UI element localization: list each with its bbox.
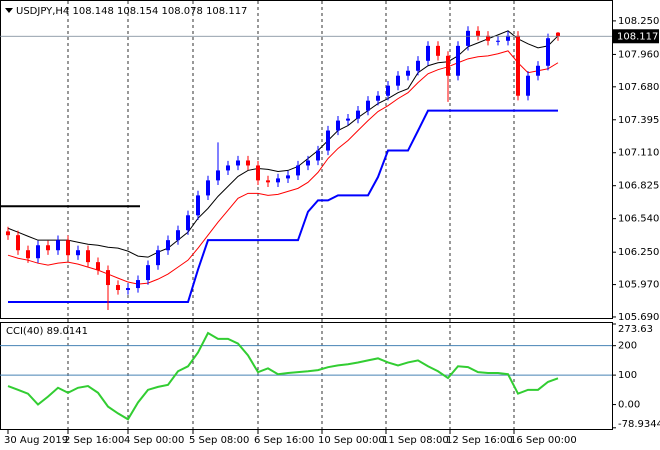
candle-body bbox=[476, 30, 480, 36]
x-tick-label: 16 Sep 00:00 bbox=[510, 435, 577, 446]
candle-body bbox=[136, 280, 140, 289]
candle-body bbox=[496, 40, 500, 42]
candle-body bbox=[36, 245, 40, 259]
candle-body bbox=[86, 250, 90, 263]
candle-body bbox=[516, 35, 520, 96]
chart-title: USDJPY,H4 108.148 108.154 108.078 108.11… bbox=[16, 6, 247, 17]
candle-body bbox=[16, 235, 20, 251]
cci-title: CCI(40) 89.0141 bbox=[6, 326, 88, 337]
candle-body bbox=[6, 231, 10, 236]
candle-body bbox=[296, 165, 300, 176]
candle-body bbox=[276, 178, 280, 183]
y-tick-label: 107.110 bbox=[618, 148, 659, 159]
candle-body bbox=[156, 250, 160, 266]
y-tick-label: 106.250 bbox=[618, 247, 659, 258]
candle-body bbox=[446, 55, 450, 76]
y-tick-label: 273.63 bbox=[618, 324, 653, 335]
candle-body bbox=[366, 100, 370, 111]
candle-body bbox=[186, 215, 190, 231]
candle-body bbox=[66, 240, 70, 256]
candle-body bbox=[26, 250, 30, 259]
y-tick-label: 107.680 bbox=[618, 82, 659, 93]
candle-body bbox=[306, 160, 310, 166]
x-tick-label: 30 Aug 2019 bbox=[4, 435, 68, 446]
x-tick-label: 10 Sep 00:00 bbox=[318, 435, 385, 446]
candle-body bbox=[246, 160, 250, 166]
candle-body bbox=[386, 85, 390, 96]
candle-body bbox=[56, 240, 60, 251]
candle-body bbox=[406, 70, 410, 76]
main-pane bbox=[0, 0, 613, 319]
candle-body bbox=[426, 45, 430, 61]
y-tick-label: 106.540 bbox=[618, 214, 659, 225]
candle-body bbox=[146, 265, 150, 281]
candle-body bbox=[356, 110, 360, 119]
candle-body bbox=[96, 262, 100, 271]
x-tick-label: 11 Sep 08:00 bbox=[382, 435, 449, 446]
y-tick-label: -78.9344 bbox=[618, 419, 660, 430]
candle-body bbox=[176, 230, 180, 241]
candle-body bbox=[226, 165, 230, 171]
price-tag-label: 108.117 bbox=[617, 31, 658, 42]
y-tick-label: 107.960 bbox=[618, 49, 659, 60]
candle-body bbox=[456, 45, 460, 76]
candle-body bbox=[526, 75, 530, 96]
candle-body bbox=[556, 32, 560, 37]
candle-body bbox=[216, 170, 220, 181]
candle-body bbox=[116, 285, 120, 291]
x-tick-label: 4 Sep 00:00 bbox=[124, 435, 184, 446]
y-tick-label: 105.690 bbox=[618, 312, 659, 323]
candle-body bbox=[256, 165, 260, 181]
indicator-line bbox=[7, 50, 559, 285]
candle-body bbox=[546, 38, 550, 66]
indicator-line bbox=[8, 109, 558, 304]
x-tick-label: 6 Sep 16:00 bbox=[254, 435, 314, 446]
y-tick-label: 100 bbox=[618, 370, 637, 381]
candle-body bbox=[126, 288, 130, 291]
candle-body bbox=[536, 65, 540, 76]
price-tag bbox=[613, 29, 659, 44]
candle-body bbox=[326, 130, 330, 151]
candle-body bbox=[236, 160, 240, 166]
candle-body bbox=[336, 120, 340, 131]
y-tick-label: 107.395 bbox=[618, 115, 659, 126]
x-tick-label: 12 Sep 16:00 bbox=[446, 435, 513, 446]
candle-body bbox=[196, 195, 200, 216]
candle-body bbox=[416, 60, 420, 71]
y-tick-label: 200 bbox=[618, 341, 637, 352]
candle-body bbox=[266, 180, 270, 183]
cci-pane bbox=[0, 322, 613, 430]
candle-body bbox=[346, 118, 350, 121]
y-tick-label: 0.00 bbox=[618, 400, 640, 411]
y-tick-label: 105.970 bbox=[618, 280, 659, 291]
candle-body bbox=[286, 175, 290, 179]
menu-triangle[interactable] bbox=[5, 8, 13, 13]
candle-body bbox=[466, 30, 470, 46]
x-tick-label: 2 Sep 16:00 bbox=[64, 435, 124, 446]
candle-body bbox=[316, 150, 320, 161]
candle-body bbox=[46, 245, 50, 251]
candle-body bbox=[506, 35, 510, 41]
candle-body bbox=[436, 45, 440, 56]
candle-body bbox=[106, 270, 110, 286]
cci-line bbox=[7, 331, 559, 421]
candle-body bbox=[486, 35, 490, 41]
candle-body bbox=[396, 75, 400, 86]
candle-body bbox=[206, 180, 210, 196]
y-tick-label: 106.825 bbox=[618, 181, 659, 192]
y-tick-label: 108.250 bbox=[618, 16, 659, 27]
indicator-line bbox=[7, 30, 559, 258]
candle-body bbox=[76, 250, 80, 256]
x-tick-label: 5 Sep 08:00 bbox=[189, 435, 249, 446]
candle-body bbox=[166, 240, 170, 251]
candle-body bbox=[376, 95, 380, 101]
